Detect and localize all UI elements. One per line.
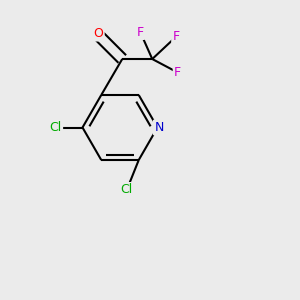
Text: F: F [137,26,144,38]
Text: Cl: Cl [121,184,133,196]
Text: O: O [93,27,103,40]
Text: F: F [174,66,181,79]
Text: Cl: Cl [50,121,61,134]
Text: N: N [154,121,164,134]
Text: F: F [173,30,180,43]
